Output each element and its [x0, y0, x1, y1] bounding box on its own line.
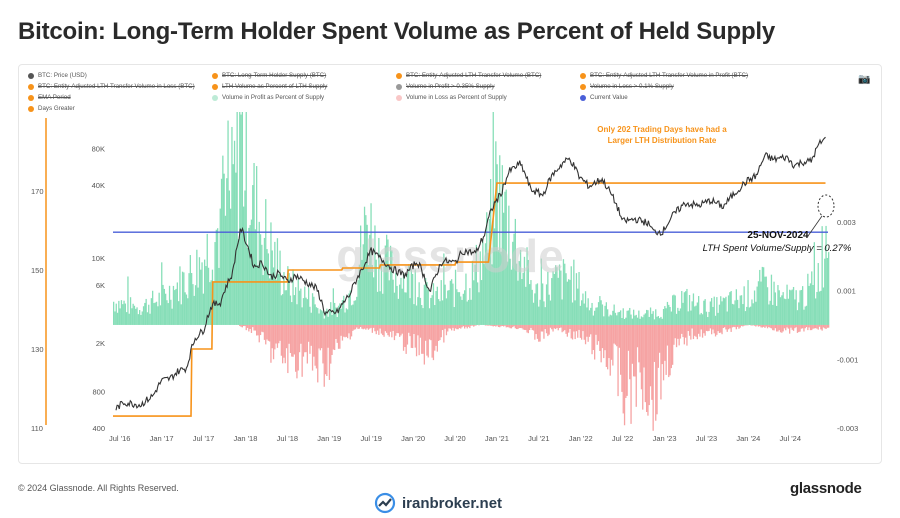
legend-swatch	[396, 94, 402, 101]
legend-swatch	[28, 105, 34, 112]
legend-label: Volume in Profit > 0.35% Supply	[406, 83, 495, 90]
camera-icon[interactable]: 📷	[858, 74, 871, 85]
legend-label: BTC: Entity-Adjusted LTH Transfer Volume…	[590, 72, 749, 79]
legend-label: LTH Volume as Percent of LTH Supply	[222, 83, 328, 90]
legend-label: BTC: Entity-Adjusted LTH Transfer Volume…	[38, 83, 195, 90]
legend-item[interactable]: EMA Period	[28, 94, 212, 101]
legend-row: EMA Period Volume in Profit as Percent of…	[28, 92, 848, 103]
copyright-text: © 2024 Glassnode. All Rights Reserved.	[18, 483, 179, 493]
legend-label: Days Greater	[38, 105, 75, 112]
legend-swatch	[580, 83, 586, 90]
legend-swatch	[580, 94, 586, 101]
legend-item[interactable]: BTC: Price (USD)	[28, 72, 212, 79]
glassnode-logo: glassnode	[790, 480, 862, 497]
legend-row: BTC: Entity-Adjusted LTH Transfer Volume…	[28, 81, 848, 92]
legend-label: BTC: Price (USD)	[38, 72, 87, 79]
legend-row: Days Greater	[28, 103, 848, 114]
legend-label: BTC: Long-Term Holder Supply (BTC)	[222, 72, 327, 79]
legend-swatch	[212, 72, 218, 79]
legend-swatch	[212, 83, 218, 90]
legend-swatch	[28, 72, 34, 79]
legend-item[interactable]: BTC: Long-Term Holder Supply (BTC)	[212, 72, 396, 79]
legend-swatch	[28, 83, 34, 90]
iranbroker-text: iranbroker.net	[402, 494, 503, 512]
legend-item[interactable]: LTH Volume as Percent of LTH Supply	[212, 83, 396, 90]
legend-swatch	[396, 72, 402, 79]
legend-swatch	[212, 94, 218, 101]
legend-item[interactable]: BTC: Entity-Adjusted LTH Transfer Volume…	[396, 72, 580, 79]
legend-item[interactable]: Volume in Loss as Percent of Supply	[396, 94, 580, 101]
chart-title: Bitcoin: Long-Term Holder Spent Volume a…	[18, 18, 776, 45]
iranbroker-logo: iranbroker.net	[374, 492, 502, 514]
legend-item[interactable]: Current Value	[580, 94, 764, 101]
chart-frame	[18, 64, 882, 464]
chart-legend: BTC: Price (USD) BTC: Long-Term Holder Su…	[28, 70, 848, 114]
legend-label: Volume in Loss as Percent of Supply	[406, 94, 507, 101]
legend-label: BTC: Entity-Adjusted LTH Transfer Volume…	[406, 72, 542, 79]
legend-item[interactable]: Days Greater	[28, 105, 212, 112]
legend-item[interactable]: Volume in Loss > 0.1% Supply	[580, 83, 764, 90]
legend-item[interactable]: BTC: Entity-Adjusted LTH Transfer Volume…	[28, 83, 212, 90]
legend-label: EMA Period	[38, 94, 71, 101]
legend-item[interactable]: Volume in Profit > 0.35% Supply	[396, 83, 580, 90]
legend-row: BTC: Price (USD) BTC: Long-Term Holder Su…	[28, 70, 848, 81]
legend-swatch	[28, 94, 34, 101]
legend-item[interactable]: BTC: Entity-Adjusted LTH Transfer Volume…	[580, 72, 764, 79]
legend-label: Current Value	[590, 94, 628, 101]
legend-label: Volume in Loss > 0.1% Supply	[590, 83, 674, 90]
legend-label: Volume in Profit as Percent of Supply	[222, 94, 325, 101]
legend-swatch	[396, 83, 402, 90]
legend-swatch	[580, 72, 586, 79]
iranbroker-icon	[374, 492, 396, 514]
legend-item[interactable]: Volume in Profit as Percent of Supply	[212, 94, 396, 101]
